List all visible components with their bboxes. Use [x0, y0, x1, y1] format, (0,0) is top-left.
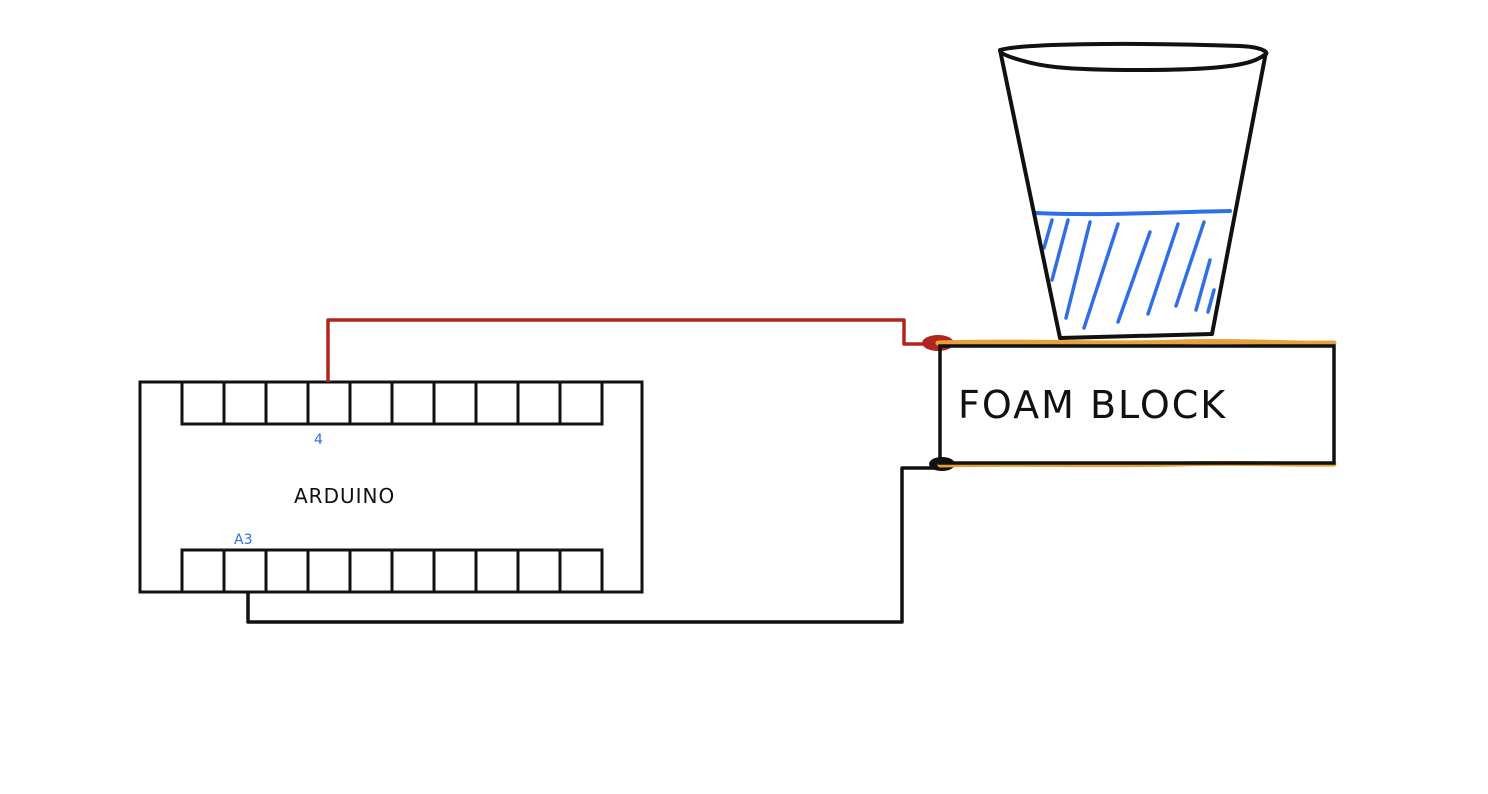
- pin-4-label: 4: [314, 432, 323, 448]
- cup-outline: [998, 49, 1268, 340]
- red-wire: [326, 318, 938, 382]
- pin-a3-label: A3: [234, 532, 252, 548]
- cup-rim: [998, 41, 1269, 72]
- bottom-header-pins: [180, 548, 604, 594]
- water-surface: [1034, 209, 1232, 217]
- water-cup: [998, 41, 1269, 340]
- arduino-board: ARDUINO 4 A3: [138, 380, 644, 594]
- black-wire: [246, 466, 940, 624]
- foam-block-label: FOAM BLOCK: [958, 383, 1227, 427]
- arduino-label: ARDUINO: [294, 484, 395, 508]
- foam-block-outline: [938, 344, 1336, 465]
- top-electrode-strip: [935, 338, 1337, 346]
- foam-block: FOAM BLOCK: [935, 338, 1337, 468]
- water-hatching: [1042, 218, 1216, 330]
- top-header-pins: [180, 380, 604, 426]
